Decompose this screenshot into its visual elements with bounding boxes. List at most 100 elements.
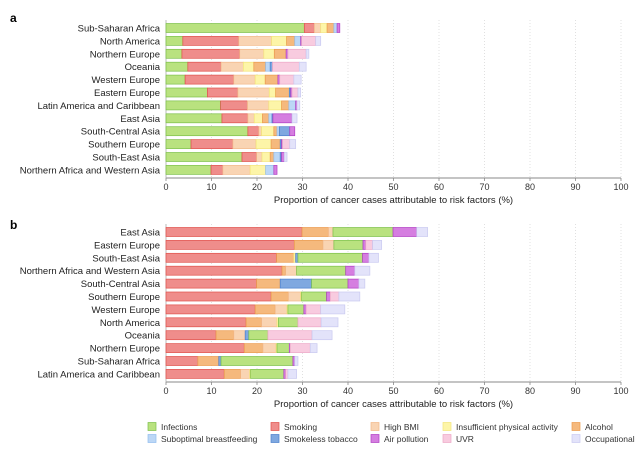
bar-segment-alcohol	[301, 227, 329, 237]
bar-segment-insufficient-physical-activity	[263, 48, 275, 59]
legend-label: Insufficient physical activity	[456, 422, 559, 432]
category-label: Western Europe	[92, 305, 160, 316]
bar-segment-uvr	[282, 139, 291, 149]
bar-segment-suboptimal-breastfeeding	[265, 61, 271, 72]
bar-segment-occupational	[358, 278, 366, 289]
category-label: North America	[100, 36, 161, 47]
bar-segment-occupational	[320, 317, 339, 328]
category-label: South-Central Asia	[81, 279, 161, 290]
bar-segment-high-bmi	[220, 61, 244, 72]
bar-segment-air-pollution	[345, 265, 356, 276]
bar-segment-air-pollution	[326, 291, 331, 302]
x-tick-label: 60	[434, 182, 444, 192]
bar-segment-smoking	[182, 36, 240, 46]
x-axis-label: Proportion of cancer cases attributable …	[274, 399, 513, 410]
x-tick-label: 80	[525, 182, 535, 192]
legend-swatch	[442, 434, 452, 443]
legend-swatch	[270, 434, 280, 443]
bar-segment-smokeless-tobacco	[279, 278, 312, 289]
bar-segment-high-bmi	[262, 343, 277, 353]
bar-segment-alcohol	[273, 48, 287, 59]
bar-segment-insufficient-physical-activity	[253, 113, 263, 124]
bar-segment-alcohol	[223, 369, 241, 379]
bar-segment-insufficient-physical-activity	[268, 87, 277, 98]
bar-segment-high-bmi	[285, 265, 297, 276]
bar-segment-smoking	[241, 152, 257, 162]
bar-segment-occupational	[287, 369, 297, 379]
bar-segment-infections	[301, 291, 327, 302]
bar-segment-high-bmi	[238, 36, 272, 46]
bar-segment-uvr	[267, 330, 313, 341]
bar-segment-high-bmi	[239, 48, 265, 59]
bar-segment-high-bmi	[274, 304, 288, 315]
bar-segment-infections	[297, 252, 363, 263]
bar-segment-occupational	[309, 343, 318, 353]
category-label: Western Europe	[92, 75, 160, 86]
bar-segment-uvr	[365, 240, 373, 250]
bar-segment-smoking	[165, 317, 247, 328]
x-tick-label: 30	[297, 182, 307, 192]
bar-segment-occupational	[293, 74, 302, 85]
bar-segment-infections	[276, 343, 290, 353]
legend-label: Occupational	[585, 434, 635, 444]
bar-segment-air-pollution	[336, 23, 341, 33]
bar-segment-alcohol	[256, 278, 281, 289]
bar-segment-suboptimal-breastfeeding	[294, 36, 302, 46]
category-label: Southern Europe	[88, 140, 160, 151]
legend-swatch	[147, 434, 157, 443]
bar-segment-smoking	[165, 369, 225, 379]
bar-segment-high-bmi	[261, 317, 278, 328]
legend-label: UVR	[456, 434, 474, 444]
x-tick-label: 0	[163, 386, 168, 396]
x-tick-label: 70	[479, 182, 489, 192]
bar-segment-occupational	[320, 304, 346, 315]
x-tick-label: 60	[434, 386, 444, 396]
bar-segment-occupational	[289, 139, 297, 149]
bar-segment-infections	[165, 113, 223, 124]
x-tick-label: 50	[388, 386, 398, 396]
bar-segment-suboptimal-breastfeeding	[288, 100, 297, 111]
bar-segment-suboptimal-breastfeeding	[265, 165, 275, 175]
bar-segment-smokeless-tobacco	[278, 126, 291, 137]
bar-segment-suboptimal-breastfeeding	[273, 152, 281, 162]
category-label: Sub-Saharan Africa	[78, 357, 161, 368]
category-label: East Asia	[120, 114, 160, 125]
bar-segment-smoking	[210, 165, 224, 175]
bar-segment-insufficient-physical-activity	[261, 126, 275, 137]
legend-swatch	[270, 422, 280, 431]
bar-segment-smoking	[165, 343, 245, 353]
bar-segment-high-bmi	[328, 227, 334, 237]
bar-segment-high-bmi	[233, 330, 246, 341]
bar-segment-uvr	[279, 74, 295, 85]
bar-segment-high-bmi	[247, 113, 255, 124]
bar-segment-alcohol	[275, 87, 290, 98]
legend-label: Smokeless tobacco	[284, 434, 358, 444]
bar-segment-alcohol	[281, 100, 290, 111]
legend-label: Air pollution	[384, 434, 429, 444]
bar-segment-infections	[220, 356, 294, 366]
bar-segment-alcohol	[197, 356, 220, 366]
bar-segment-occupational	[416, 227, 428, 237]
bar-segment-alcohol	[270, 139, 281, 149]
category-label: Oceania	[125, 62, 161, 73]
category-label: East Asia	[120, 228, 160, 239]
bar-segment-smokeless-tobacco	[244, 330, 250, 341]
bar-segment-alcohol	[253, 61, 266, 72]
bar-segment-smoking	[165, 356, 199, 366]
category-label: Eastern Europe	[94, 88, 160, 99]
category-label: North America	[100, 318, 161, 329]
bar-segment-occupational	[297, 87, 302, 98]
bar-segment-alcohol	[326, 23, 335, 33]
bar-segment-uvr	[301, 36, 317, 46]
bar-segment-occupational	[311, 330, 333, 341]
bar-segment-alcohol	[269, 152, 275, 162]
legend-swatch	[571, 422, 581, 431]
bar-segment-alcohol	[264, 74, 279, 85]
legend-label: Smoking	[284, 422, 317, 432]
bar-segment-infections	[250, 369, 285, 379]
category-label: Oceania	[125, 331, 161, 342]
bar-segment-infections	[165, 61, 189, 72]
bar-segment-smoking	[303, 23, 315, 33]
bar-segment-occupational	[338, 291, 361, 302]
